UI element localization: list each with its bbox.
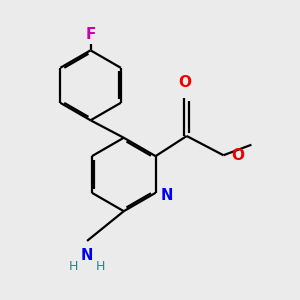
Text: F: F: [85, 27, 96, 42]
Text: O: O: [178, 75, 191, 90]
Text: N: N: [161, 188, 173, 203]
Text: H: H: [96, 260, 105, 273]
Text: N: N: [81, 248, 93, 263]
Text: H: H: [69, 260, 79, 273]
Text: O: O: [231, 148, 244, 163]
